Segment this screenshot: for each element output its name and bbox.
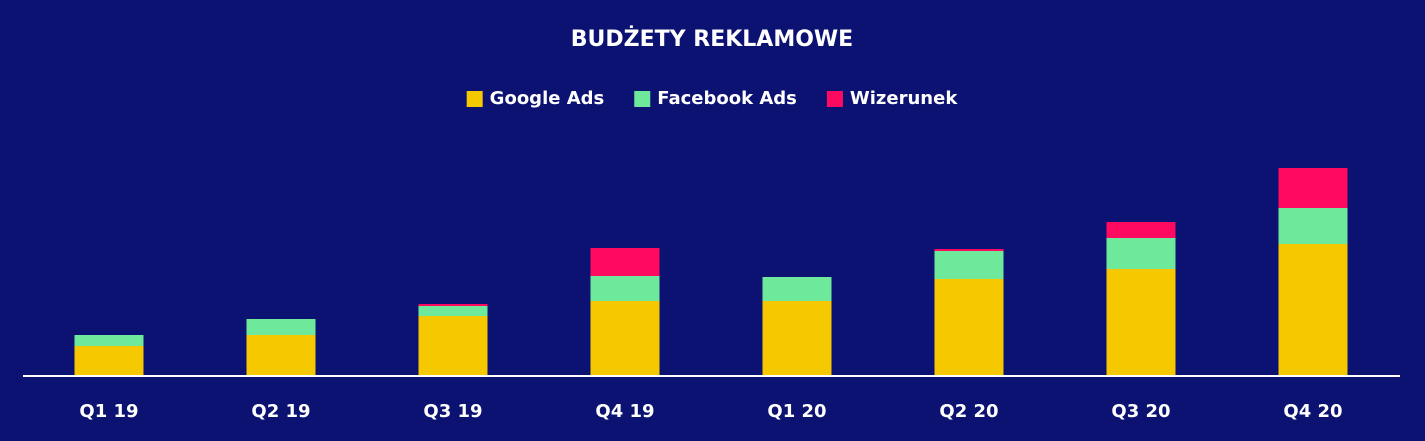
bar-segment [1278, 168, 1348, 208]
bar-segment [1278, 208, 1348, 244]
bar-segment [1106, 222, 1176, 238]
x-tick-label: Q1 20 [767, 401, 826, 422]
bar-segment [1278, 244, 1348, 376]
x-tick-label: Q3 20 [1111, 401, 1170, 422]
bar-segment [418, 306, 488, 316]
x-tick-label: Q2 19 [251, 401, 310, 422]
bar-segment [934, 251, 1004, 279]
bar-segment [934, 249, 1004, 251]
x-tick-label: Q3 19 [423, 401, 482, 422]
legend-label: Wizerunek [850, 88, 958, 109]
bar-segment [418, 316, 488, 376]
bar-segment [762, 301, 832, 376]
legend-swatch [466, 91, 483, 107]
chart-title: BUDŻETY REKLAMOWE [571, 26, 853, 52]
bar-segment [590, 276, 660, 301]
bar-segment [762, 277, 832, 301]
bar-segment [1106, 269, 1176, 376]
legend-label: Facebook Ads [657, 88, 797, 109]
bar-segment [590, 248, 660, 276]
x-tick-label: Q1 19 [79, 401, 138, 422]
bar-segment [590, 301, 660, 376]
bar-segment [74, 346, 144, 376]
x-tick-label: Q2 20 [939, 401, 998, 422]
legend-swatch [826, 91, 843, 107]
bar-segment [1106, 238, 1176, 269]
legend-swatch [634, 91, 651, 107]
x-tick-label: Q4 19 [595, 401, 654, 422]
bar-segment [418, 304, 488, 306]
bar-segment [74, 335, 144, 346]
bar-segment [246, 319, 316, 335]
bar-segment [934, 279, 1004, 376]
legend-label: Google Ads [490, 88, 605, 109]
x-tick-label: Q4 20 [1283, 401, 1342, 422]
bar-segment [246, 335, 316, 376]
